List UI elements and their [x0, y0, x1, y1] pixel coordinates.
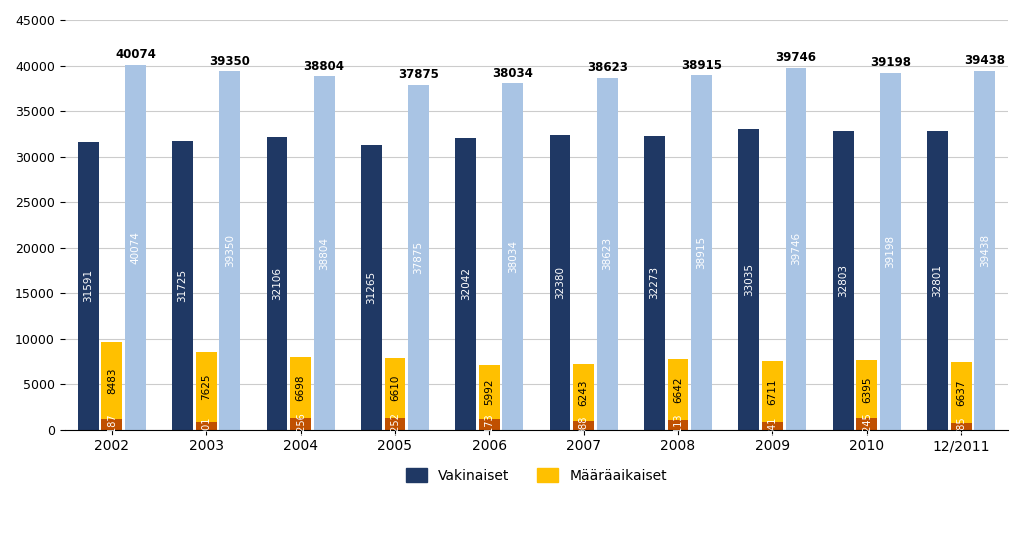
- Bar: [196, 352, 216, 421]
- Bar: [856, 360, 878, 419]
- Text: 6243: 6243: [579, 379, 589, 406]
- Text: 39198: 39198: [869, 56, 911, 69]
- Text: 7625: 7625: [201, 374, 211, 400]
- Text: 33035: 33035: [743, 263, 754, 296]
- Text: 1113: 1113: [673, 412, 683, 437]
- Bar: [196, 421, 216, 430]
- Text: 1256: 1256: [296, 412, 305, 436]
- Text: 40074: 40074: [130, 231, 140, 264]
- Bar: [101, 419, 122, 430]
- Text: 32380: 32380: [555, 266, 565, 299]
- Bar: [644, 136, 665, 430]
- Text: 8483: 8483: [106, 367, 117, 393]
- Bar: [833, 131, 854, 430]
- Text: 6610: 6610: [390, 375, 400, 401]
- Bar: [385, 419, 406, 430]
- Text: 32106: 32106: [272, 267, 282, 300]
- Legend: Vakinaiset, Määräaikaiset: Vakinaiset, Määräaikaiset: [400, 463, 673, 488]
- Text: 841: 841: [767, 416, 777, 435]
- Bar: [503, 84, 523, 430]
- Text: 37875: 37875: [398, 68, 439, 81]
- Text: 39746: 39746: [791, 232, 801, 265]
- Text: 38915: 38915: [681, 59, 722, 72]
- Bar: [78, 142, 98, 430]
- Text: 39350: 39350: [224, 234, 234, 267]
- Text: 38915: 38915: [696, 236, 707, 269]
- Bar: [668, 359, 688, 420]
- Text: 39746: 39746: [775, 51, 816, 64]
- Text: 988: 988: [579, 416, 589, 435]
- Text: 901: 901: [201, 416, 211, 435]
- Text: 1245: 1245: [862, 412, 871, 436]
- Text: 38623: 38623: [587, 62, 628, 75]
- Text: 6637: 6637: [956, 379, 967, 406]
- Text: 37875: 37875: [414, 241, 424, 274]
- Text: 32803: 32803: [839, 264, 848, 297]
- Bar: [950, 422, 972, 430]
- Text: 31591: 31591: [83, 270, 93, 302]
- Bar: [573, 364, 594, 421]
- Text: 5992: 5992: [484, 378, 495, 405]
- Text: 1252: 1252: [390, 412, 400, 436]
- Bar: [385, 358, 406, 419]
- Bar: [975, 71, 995, 430]
- Bar: [456, 138, 476, 430]
- Bar: [927, 131, 948, 430]
- Bar: [950, 362, 972, 422]
- Text: 32801: 32801: [933, 264, 942, 297]
- Text: 31265: 31265: [367, 271, 376, 304]
- Bar: [479, 364, 500, 419]
- Text: 6711: 6711: [767, 378, 777, 405]
- Text: 38034: 38034: [493, 67, 534, 80]
- Bar: [738, 129, 759, 430]
- Bar: [101, 341, 122, 419]
- Bar: [290, 358, 311, 418]
- Text: 6642: 6642: [673, 376, 683, 403]
- Text: 39198: 39198: [886, 235, 895, 268]
- Bar: [360, 145, 382, 430]
- Text: 32042: 32042: [461, 267, 471, 300]
- Bar: [856, 419, 878, 430]
- Bar: [880, 73, 901, 430]
- Text: 40074: 40074: [115, 48, 156, 61]
- Text: 38804: 38804: [319, 236, 329, 270]
- Bar: [668, 420, 688, 430]
- Bar: [125, 65, 145, 430]
- Bar: [573, 421, 594, 430]
- Text: 39438: 39438: [980, 234, 990, 267]
- Bar: [762, 361, 782, 422]
- Bar: [409, 85, 429, 430]
- Text: 31725: 31725: [177, 269, 187, 302]
- Bar: [172, 141, 193, 430]
- Text: 38623: 38623: [602, 237, 612, 271]
- Bar: [266, 137, 288, 430]
- Text: 38034: 38034: [508, 240, 518, 273]
- Text: 32273: 32273: [649, 266, 659, 300]
- Bar: [762, 422, 782, 430]
- Text: 39438: 39438: [965, 54, 1006, 67]
- Bar: [219, 71, 241, 430]
- Bar: [691, 76, 712, 430]
- Text: 6698: 6698: [296, 375, 305, 401]
- Text: 6395: 6395: [862, 376, 871, 403]
- Bar: [550, 135, 570, 430]
- Bar: [597, 78, 617, 430]
- Text: 785: 785: [956, 417, 967, 435]
- Text: 38804: 38804: [304, 60, 345, 73]
- Bar: [290, 418, 311, 430]
- Text: 1187: 1187: [106, 412, 117, 437]
- Bar: [785, 68, 806, 430]
- Text: 1173: 1173: [484, 412, 495, 437]
- Text: 39350: 39350: [209, 55, 250, 68]
- Bar: [479, 419, 500, 430]
- Bar: [313, 77, 335, 430]
